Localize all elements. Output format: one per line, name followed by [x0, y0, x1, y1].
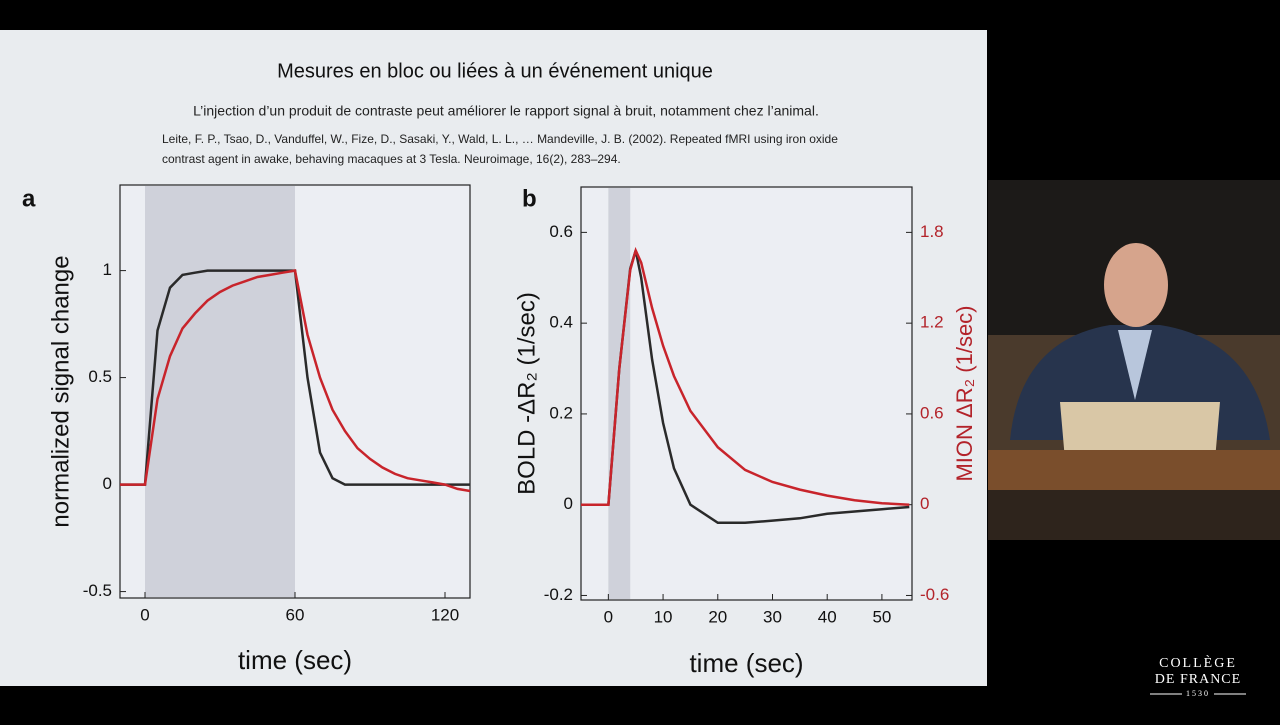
y-tick-label: 0.6: [549, 222, 573, 241]
x-tick-label: 0: [140, 605, 149, 624]
y2-tick-label: 1.8: [920, 222, 944, 241]
stimulus-shade: [608, 188, 631, 599]
citation-line: contrast agent in awake, behaving macaqu…: [162, 152, 621, 166]
x-tick-label: 50: [872, 607, 891, 626]
plot-area: [580, 186, 913, 601]
logo: COLLÈGE DE FRANCE 1530: [1150, 654, 1246, 698]
y-tick-label: 0: [564, 494, 573, 513]
y2-tick-label: 0: [920, 494, 929, 513]
x-axis-label: time (sec): [689, 648, 803, 678]
y-tick-label: 1: [103, 260, 112, 279]
y-axis-label: normalized signal change: [47, 255, 74, 527]
x-tick-label: 40: [818, 607, 837, 626]
citation-line: Leite, F. P., Tsao, D., Vanduffel, W., F…: [162, 132, 838, 146]
x-tick-label: 10: [654, 607, 673, 626]
panel-label: b: [522, 185, 537, 212]
x-tick-label: 120: [431, 605, 459, 624]
slide-subtitle: L’injection d’un produit de contraste pe…: [193, 103, 819, 119]
y2-tick-label: 1.2: [920, 313, 944, 332]
y-tick-label: 0.2: [549, 403, 573, 422]
x-tick-label: 60: [286, 605, 305, 624]
series-line: [120, 269, 471, 493]
y-tick-label: -0.5: [83, 581, 112, 600]
y2-axis-label: MION ΔR₂ (1/sec): [952, 305, 977, 481]
logo-text: 1530: [1186, 689, 1210, 698]
stimulus-shade: [145, 186, 295, 597]
slide-title: Mesures en bloc ou liées à un événement …: [277, 60, 713, 82]
y-axis-label: BOLD -ΔR₂ (1/sec): [513, 292, 540, 495]
panel-label: a: [22, 185, 36, 212]
x-tick-label: 20: [708, 607, 727, 626]
x-axis-label: time (sec): [238, 645, 352, 675]
x-tick-label: 30: [763, 607, 782, 626]
y-tick-label: -0.2: [544, 585, 573, 604]
series-line: [581, 246, 910, 506]
logo-text: COLLÈGE: [1159, 654, 1237, 671]
y2-tick-label: -0.6: [920, 585, 949, 604]
logo-text: DE FRANCE: [1155, 672, 1241, 687]
y-tick-label: 0.4: [549, 313, 573, 332]
y2-tick-label: 0.6: [920, 403, 944, 422]
y-tick-label: 0: [103, 474, 112, 493]
x-tick-label: 0: [604, 607, 613, 626]
speaker-video: [988, 180, 1280, 540]
y-tick-label: 0.5: [88, 367, 112, 386]
